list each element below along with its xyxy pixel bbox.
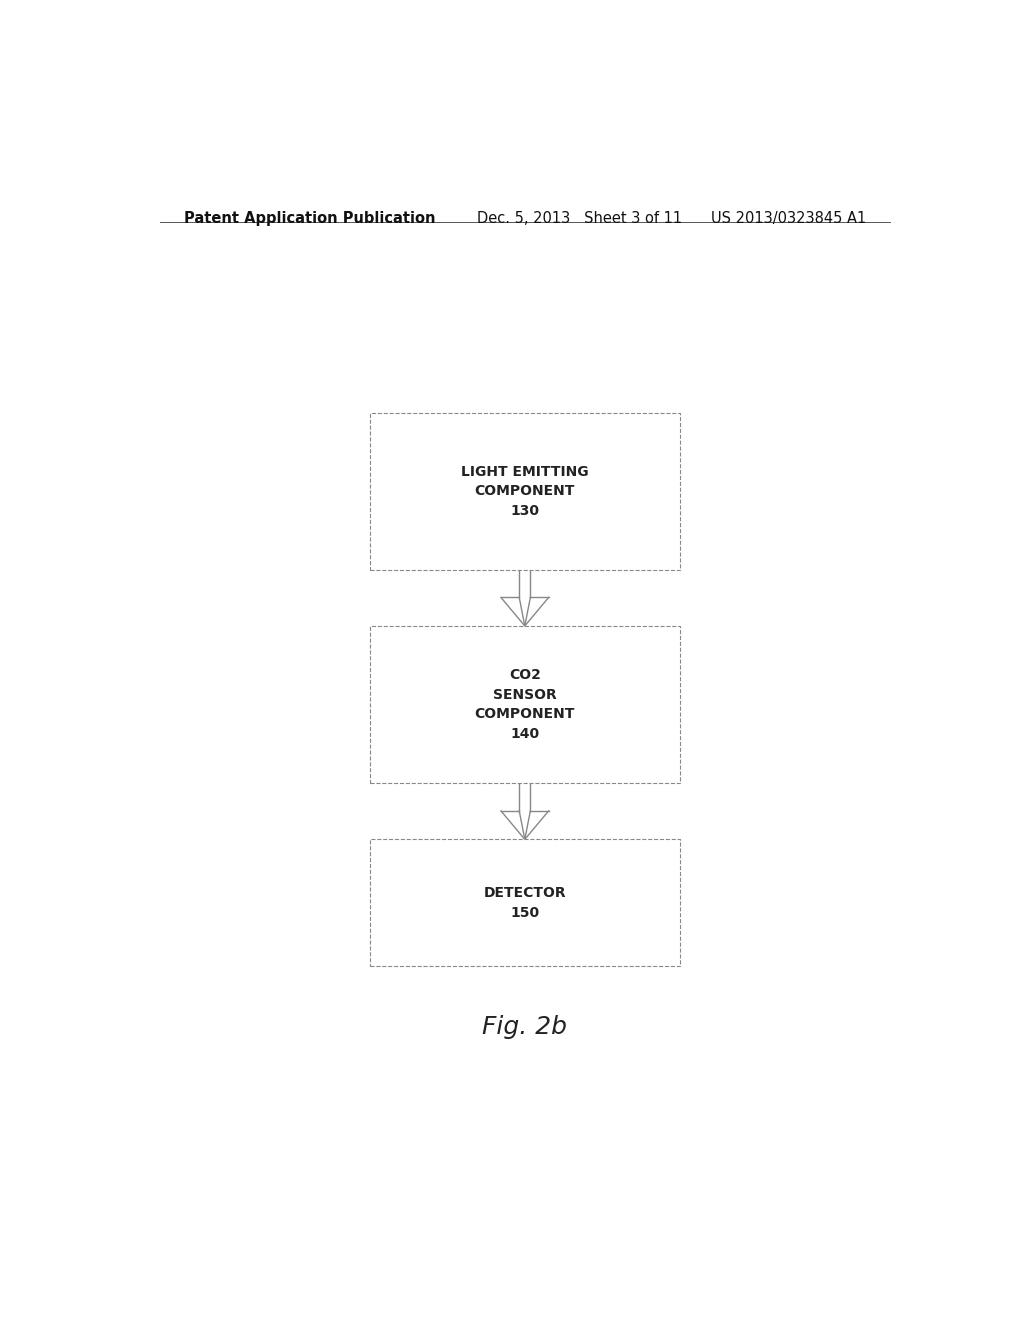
Bar bbox=[370, 626, 680, 784]
Bar bbox=[370, 413, 680, 570]
Text: LIGHT EMITTING
COMPONENT
130: LIGHT EMITTING COMPONENT 130 bbox=[461, 465, 589, 517]
Text: DETECTOR
150: DETECTOR 150 bbox=[483, 886, 566, 920]
Text: CO2
SENSOR
COMPONENT
140: CO2 SENSOR COMPONENT 140 bbox=[474, 668, 575, 741]
Text: US 2013/0323845 A1: US 2013/0323845 A1 bbox=[711, 211, 866, 226]
Text: Fig. 2b: Fig. 2b bbox=[482, 1015, 567, 1039]
Text: Patent Application Publication: Patent Application Publication bbox=[183, 211, 435, 226]
Bar bbox=[370, 840, 680, 966]
Text: Dec. 5, 2013   Sheet 3 of 11: Dec. 5, 2013 Sheet 3 of 11 bbox=[477, 211, 682, 226]
